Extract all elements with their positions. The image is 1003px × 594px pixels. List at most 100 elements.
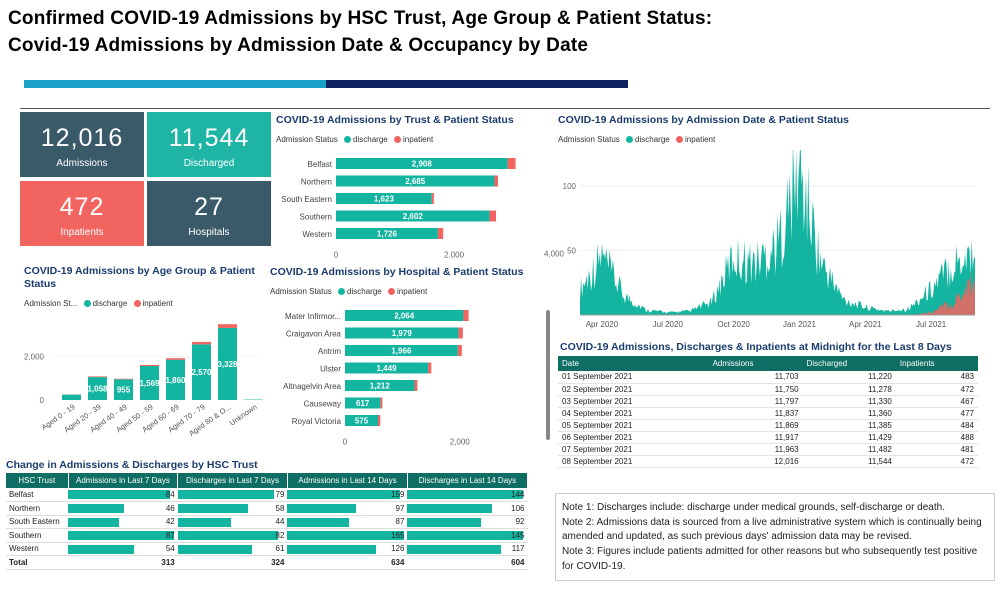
data-bar [68, 504, 125, 513]
discharge-bar[interactable] [336, 175, 495, 187]
hospital-chart-legend: Admission Status discharge inpatient [270, 287, 427, 296]
date-cell: 08 September 2021 [558, 455, 709, 468]
axis-tick-label: 0 [343, 438, 348, 447]
column-header[interactable]: Discharges in Last 14 Days [407, 473, 529, 488]
discharge-bar[interactable] [62, 394, 81, 400]
value-cell: 82 [177, 528, 288, 543]
inpatient-bar[interactable] [192, 341, 211, 345]
discharge-bar[interactable] [345, 362, 429, 374]
inpatient-bar[interactable] [218, 324, 237, 328]
inpatient-bar[interactable] [377, 415, 381, 426]
column-header[interactable]: HSC Trust [6, 473, 69, 488]
column-header[interactable]: Discharges in Last 7 Days [177, 473, 288, 488]
value-cell: 313 [68, 555, 178, 570]
discharge-bar[interactable] [114, 379, 133, 400]
discharge-bar[interactable] [345, 415, 378, 426]
inpatient-bar[interactable] [88, 376, 107, 378]
card-inpatients[interactable]: 472 Inpatients [20, 181, 144, 246]
y-tick-label: 2,000 [24, 353, 45, 362]
table-row: 06 September 2021 11,917 11,429 488 [558, 431, 978, 444]
value-cell: 165 [287, 528, 408, 543]
value-cell: 144 [407, 488, 528, 502]
discharge-area[interactable] [580, 137, 975, 315]
date-area-chart[interactable]: 100 50 4,000 Apr 2020 Jul 2020 Oct 2020 Jan 20… [540, 137, 990, 335]
discharge-bar[interactable] [345, 397, 381, 409]
date-cell: 01 September 2021 [558, 371, 709, 384]
cell-text: 84 [165, 490, 175, 499]
age-bar-chart[interactable]: 2,000 0 Aged 0 - 19 1,058 Aged 20 - 39 955 Age… [20, 312, 270, 452]
inpatient-bar[interactable] [114, 378, 133, 380]
inpatient-bar[interactable] [457, 345, 462, 356]
discharge-dot-icon [626, 135, 634, 143]
cell-text: 313 [161, 557, 175, 567]
discharge-bar[interactable] [336, 210, 490, 222]
value-cell: 11,220 [802, 371, 896, 384]
discharge-bar[interactable] [336, 228, 438, 239]
discharge-bar[interactable] [88, 377, 107, 400]
inpatient-bar[interactable] [507, 158, 516, 169]
discharge-dot-icon [83, 299, 91, 307]
table-row: Belfast 84 79 159 144 [6, 488, 528, 502]
card-discharged[interactable]: 11,544 Discharged [147, 112, 271, 177]
column-header[interactable]: Admissions in Last 7 Days [68, 473, 179, 488]
data-bar [68, 490, 171, 499]
inpatient-bar[interactable] [437, 228, 444, 239]
legend-inpatient: inpatient [684, 135, 716, 144]
discharge-bar[interactable] [166, 359, 185, 400]
bar-value-label: 955 [117, 386, 131, 395]
inpatient-bar[interactable] [414, 380, 418, 391]
discharge-bar[interactable] [140, 366, 159, 400]
bar-value-label: 1,058 [87, 385, 108, 394]
discharge-bar[interactable] [345, 345, 458, 356]
inpatient-bar[interactable] [428, 362, 432, 374]
inpatient-bar[interactable] [166, 358, 185, 360]
bar-value-label: 2,064 [394, 312, 415, 321]
legend-inpatient: inpatient [396, 287, 428, 296]
cell-text: 87 [165, 530, 175, 540]
value-cell: 11,482 [802, 443, 896, 456]
x-tick-label: Jul 2020 [653, 320, 684, 329]
value-cell: 477 [895, 407, 978, 420]
inpatient-bar[interactable] [489, 210, 497, 222]
inpatient-bar[interactable] [494, 175, 498, 187]
inpatient-bar[interactable] [431, 193, 434, 204]
page-title-line1: Confirmed COVID-19 Admissions by HSC Tru… [8, 8, 713, 29]
cell-text: 92 [515, 517, 525, 527]
value-cell: 481 [895, 443, 978, 456]
discharge-bar[interactable] [336, 158, 508, 169]
discharge-bar[interactable] [345, 380, 415, 391]
inpatient-bar[interactable] [458, 327, 463, 339]
legend-title: Admission Status [270, 287, 332, 296]
column-header[interactable]: Admissions [708, 356, 803, 371]
card-hospitals[interactable]: 27 Hospitals [147, 181, 271, 246]
trust-bar-chart[interactable]: Belfast 2,908 Northern 2,685 South Eastern 1,… [276, 158, 526, 260]
cell-text: 54 [165, 544, 175, 554]
inpatient-dot-icon [133, 299, 141, 307]
inpatient-bar[interactable] [380, 397, 383, 409]
accent-bar-light [24, 80, 326, 88]
discharge-bar[interactable] [336, 193, 432, 204]
card-admissions[interactable]: 12,016 Admissions [20, 112, 144, 177]
value-cell: 46 [68, 501, 178, 516]
table-row: 02 September 2021 11,750 11,278 472 [558, 383, 978, 396]
column-header[interactable]: Discharged [802, 356, 896, 371]
inpatient-bar[interactable] [463, 310, 469, 321]
value-cell: 634 [287, 555, 408, 570]
value-cell: 61 [177, 542, 288, 556]
column-header[interactable]: Date [558, 356, 709, 371]
inpatient-bar[interactable] [140, 364, 159, 367]
accent-bar-dark [326, 80, 628, 88]
column-header[interactable]: Inpatients [895, 356, 978, 371]
data-bar [177, 531, 278, 540]
data-bar [287, 517, 349, 527]
discharge-bar[interactable] [192, 344, 211, 400]
discharge-bar[interactable] [345, 327, 459, 339]
hospital-bar-chart[interactable]: Mater Infirmor... 2,064 Craigavon Area 1,97… [270, 310, 530, 458]
legend-inpatient: inpatient [402, 135, 434, 144]
discharge-bar[interactable] [218, 327, 237, 400]
value-cell: 472 [895, 455, 978, 468]
column-header[interactable]: Admissions in Last 14 Days [287, 473, 408, 488]
discharge-bar[interactable] [345, 310, 464, 321]
scrollbar-thumb[interactable] [546, 310, 550, 440]
table-row: 07 September 2021 11,963 11,482 481 [558, 443, 978, 456]
